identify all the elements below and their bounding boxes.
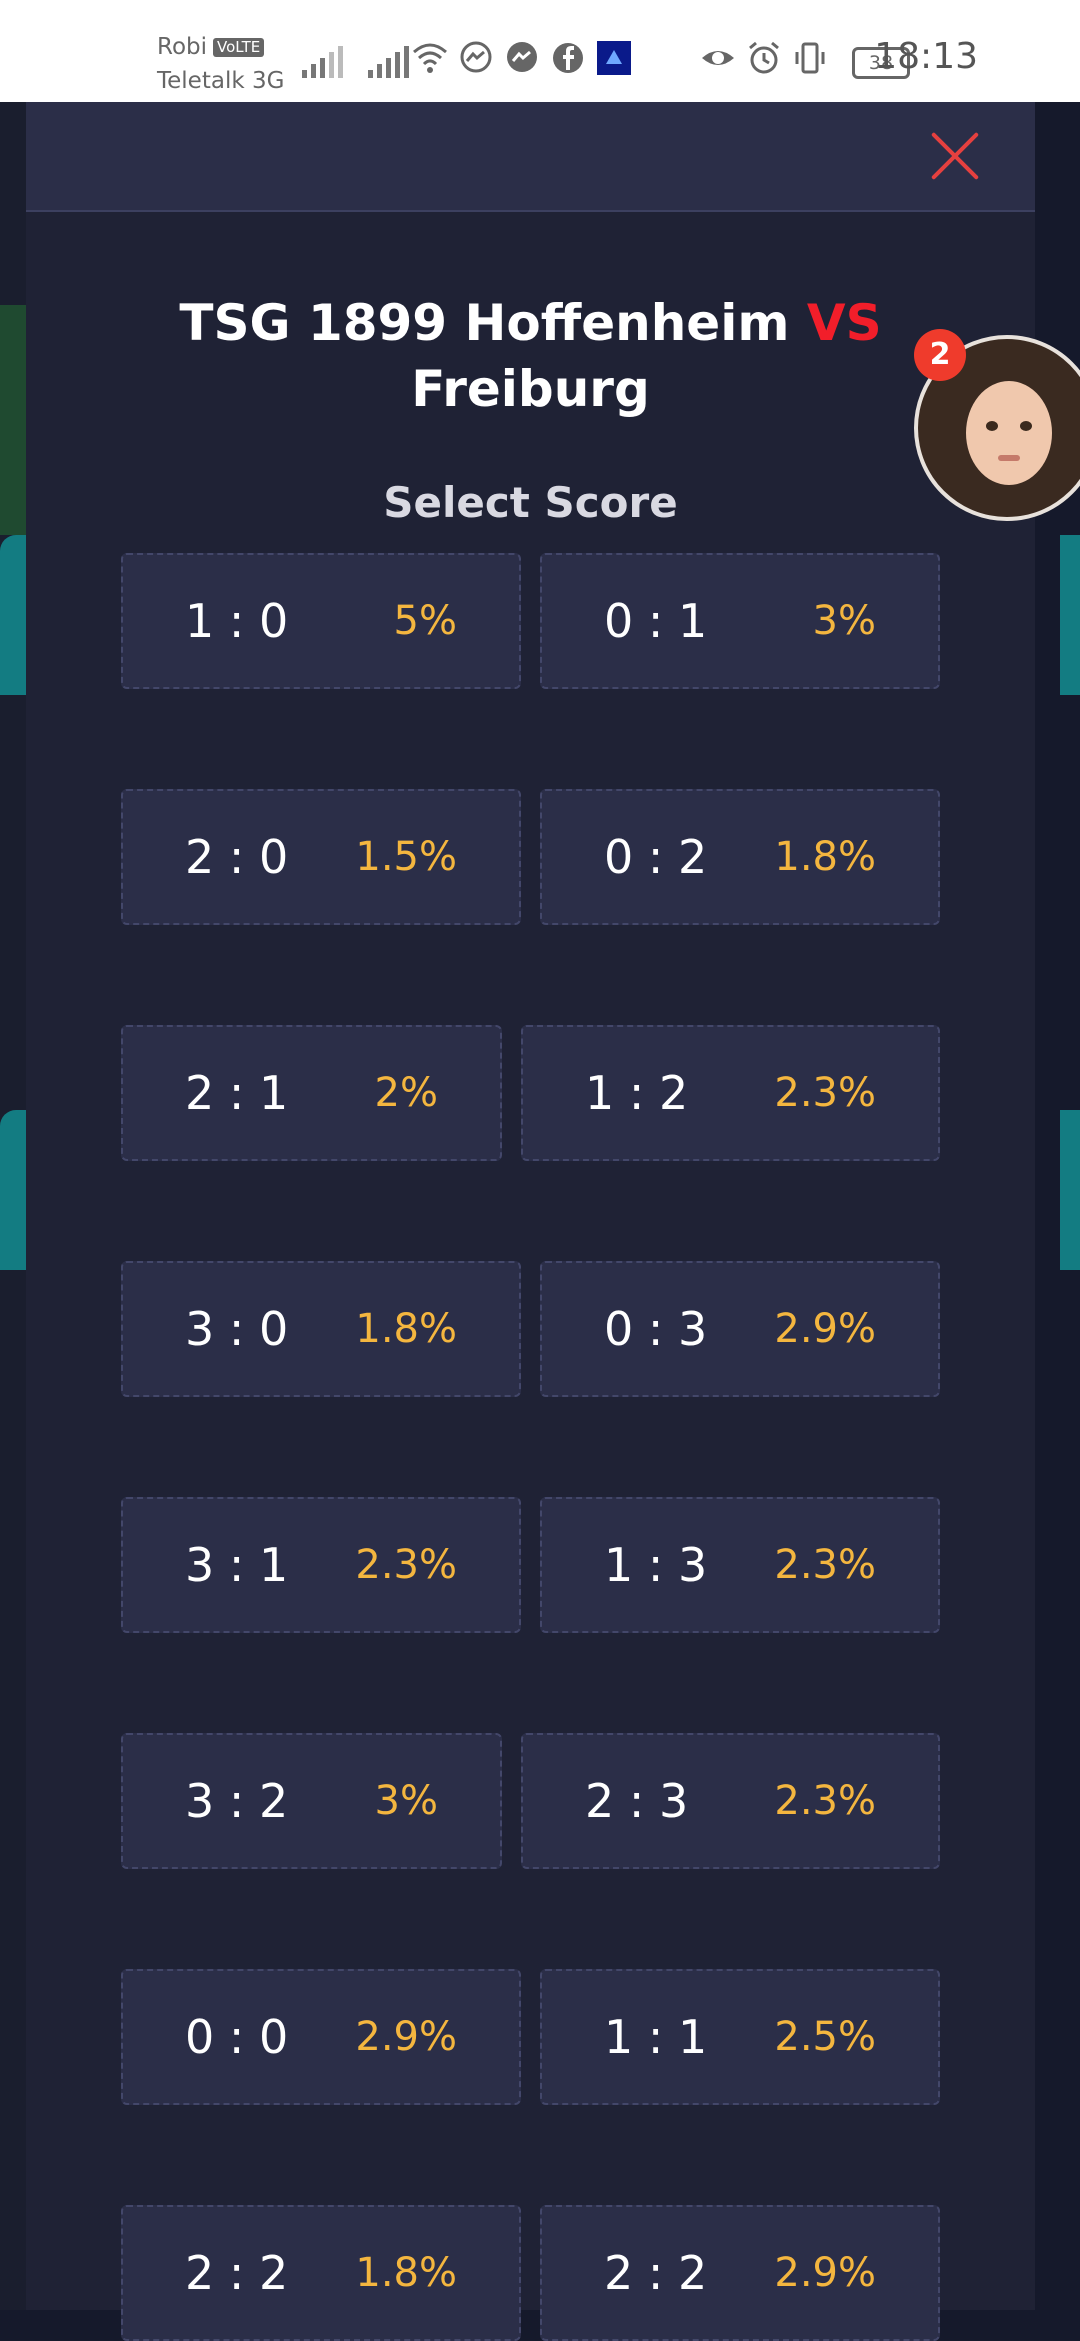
score-odds: 2.9% — [774, 2250, 876, 2296]
score-value: 2 : 2 — [185, 2246, 289, 2300]
facebook-icon — [553, 43, 583, 73]
messenger-icon — [507, 42, 537, 72]
close-icon[interactable] — [927, 128, 983, 184]
score-value: 1 : 0 — [185, 594, 289, 648]
score-select-modal: TSG 1899 Hoffenheim VS Freiburg Select S… — [26, 102, 1035, 2341]
select-score-label: Select Score — [383, 478, 678, 527]
score-value: 2 : 3 — [585, 1774, 689, 1828]
vs-label: VS — [806, 294, 882, 352]
wifi-icon — [413, 43, 447, 73]
score-odds: 2.9% — [774, 1306, 876, 1352]
score-value: 0 : 3 — [604, 1302, 708, 1356]
score-value: 2 : 1 — [185, 1066, 289, 1120]
score-value: 1 : 1 — [604, 2010, 708, 2064]
score-option[interactable]: 1 : 3 2.3% — [540, 1497, 940, 1633]
clock: 18:13 — [874, 36, 978, 77]
battery-icon: 38 — [852, 47, 910, 79]
modal-header — [26, 102, 1035, 212]
background-image — [0, 305, 26, 535]
score-value: 3 : 0 — [185, 1302, 289, 1356]
score-option[interactable]: 2 : 1 2% — [121, 1025, 502, 1161]
score-value: 0 : 0 — [185, 2010, 289, 2064]
score-option[interactable]: 1 : 2 2.3% — [521, 1025, 940, 1161]
score-option[interactable]: 0 : 2 1.8% — [540, 789, 940, 925]
carrier-2: Teletalk 3G — [157, 68, 285, 94]
score-odds: 3% — [812, 598, 876, 644]
score-option[interactable]: 0 : 3 2.9% — [540, 1261, 940, 1397]
app-icon — [597, 41, 631, 75]
score-odds: 1.8% — [355, 1306, 457, 1352]
chat-head[interactable]: 2 — [914, 329, 1080, 521]
carrier-info: Robi VoLTE Teletalk 3G — [157, 30, 284, 98]
score-value: 3 : 1 — [185, 1538, 289, 1592]
score-value: 3 : 2 — [185, 1774, 289, 1828]
vibrate-icon — [795, 42, 825, 74]
score-odds: 2.3% — [774, 1070, 876, 1116]
background-card — [1060, 535, 1080, 695]
background-card — [0, 535, 26, 695]
score-odds: 1.8% — [774, 834, 876, 880]
score-option[interactable]: 1 : 0 5% — [121, 553, 521, 689]
score-value: 1 : 2 — [585, 1066, 689, 1120]
score-option[interactable]: 0 : 0 2.9% — [121, 1969, 521, 2105]
score-option[interactable]: 2 : 3 2.3% — [521, 1733, 940, 1869]
score-option[interactable]: 3 : 2 3% — [121, 1733, 502, 1869]
signal-icon — [368, 42, 409, 78]
score-option[interactable]: 2 : 0 1.5% — [121, 789, 521, 925]
score-odds: 1.8% — [355, 2250, 457, 2296]
score-value: 2 : 2 — [604, 2246, 708, 2300]
score-odds: 2% — [374, 1070, 438, 1116]
avatar — [914, 335, 1080, 521]
score-odds: 5% — [393, 598, 457, 644]
score-odds: 2.3% — [774, 1778, 876, 1824]
score-value: 2 : 0 — [185, 830, 289, 884]
score-option[interactable]: 0 : 1 3% — [540, 553, 940, 689]
signal-icon — [302, 42, 343, 78]
carrier-1: Robi — [157, 34, 208, 60]
status-bar: Robi VoLTE Teletalk 3G 38 18:13 — [0, 0, 1080, 102]
team-home: TSG 1899 Hoffenheim — [179, 294, 790, 352]
score-value: 0 : 1 — [604, 594, 708, 648]
messenger-icon — [460, 41, 492, 73]
score-option[interactable]: 3 : 0 1.8% — [121, 1261, 521, 1397]
score-value: 0 : 2 — [604, 830, 708, 884]
score-odds: 2.3% — [355, 1542, 457, 1588]
notification-icons — [412, 40, 642, 76]
score-option[interactable]: 1 : 1 2.5% — [540, 1969, 940, 2105]
score-odds: 2.3% — [774, 1542, 876, 1588]
score-odds: 2.5% — [774, 2014, 876, 2060]
background-card — [0, 1110, 26, 1270]
score-value: 1 : 3 — [604, 1538, 708, 1592]
score-option[interactable]: 2 : 2 1.8% — [121, 2205, 521, 2341]
system-icons — [700, 40, 838, 76]
score-option[interactable]: 3 : 1 2.3% — [121, 1497, 521, 1633]
match-title: TSG 1899 Hoffenheim VS Freiburg — [26, 290, 1035, 422]
alarm-icon — [749, 41, 779, 74]
score-option[interactable]: 2 : 2 2.9% — [540, 2205, 940, 2341]
score-odds: 2.9% — [355, 2014, 457, 2060]
score-odds: 3% — [374, 1778, 438, 1824]
eye-icon — [702, 51, 734, 65]
score-odds: 1.5% — [355, 834, 457, 880]
notification-badge: 2 — [914, 329, 966, 381]
team-away: Freiburg — [411, 360, 650, 418]
background-card — [1060, 1110, 1080, 1270]
volte-badge: VoLTE — [213, 38, 265, 57]
